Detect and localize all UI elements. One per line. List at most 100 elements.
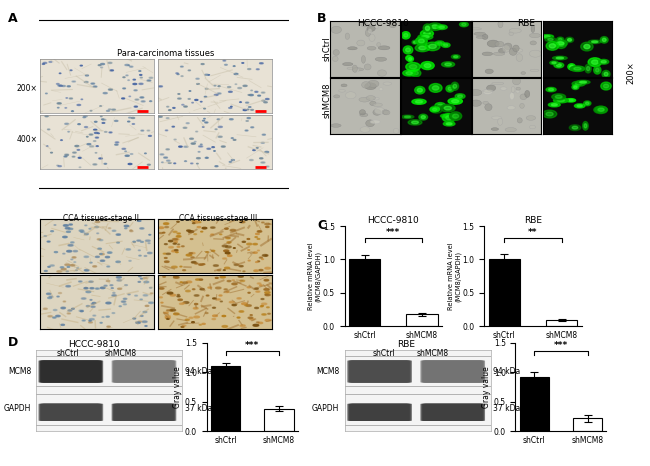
Ellipse shape	[264, 102, 267, 103]
Ellipse shape	[260, 285, 262, 286]
Ellipse shape	[482, 89, 493, 92]
Text: 37 kDa: 37 kDa	[185, 404, 212, 413]
Ellipse shape	[521, 72, 526, 75]
Ellipse shape	[339, 89, 345, 92]
Ellipse shape	[406, 62, 421, 71]
Ellipse shape	[159, 297, 162, 298]
Ellipse shape	[568, 99, 573, 101]
Ellipse shape	[94, 121, 97, 122]
Ellipse shape	[408, 57, 410, 59]
Ellipse shape	[69, 228, 73, 230]
Ellipse shape	[93, 86, 97, 87]
Ellipse shape	[266, 226, 269, 227]
FancyBboxPatch shape	[352, 404, 412, 421]
Ellipse shape	[147, 80, 151, 81]
Ellipse shape	[98, 239, 101, 240]
Ellipse shape	[170, 309, 176, 311]
Ellipse shape	[172, 126, 174, 127]
Ellipse shape	[553, 40, 567, 47]
Ellipse shape	[216, 299, 220, 300]
Ellipse shape	[170, 294, 176, 296]
Ellipse shape	[425, 42, 440, 51]
Ellipse shape	[592, 41, 598, 43]
Ellipse shape	[545, 37, 556, 41]
Ellipse shape	[205, 74, 209, 75]
Ellipse shape	[103, 93, 107, 94]
Ellipse shape	[90, 110, 92, 111]
Ellipse shape	[183, 127, 187, 128]
Ellipse shape	[112, 313, 114, 314]
Ellipse shape	[65, 123, 68, 124]
Ellipse shape	[72, 81, 75, 82]
Ellipse shape	[115, 144, 118, 145]
Ellipse shape	[332, 56, 338, 62]
Ellipse shape	[483, 90, 492, 95]
Ellipse shape	[452, 100, 459, 103]
Ellipse shape	[93, 315, 96, 316]
Y-axis label: Relative mRNA level
(MCM8/GAPDH): Relative mRNA level (MCM8/GAPDH)	[307, 242, 321, 310]
Ellipse shape	[215, 277, 218, 278]
FancyBboxPatch shape	[112, 404, 172, 421]
Ellipse shape	[558, 38, 562, 41]
Ellipse shape	[268, 313, 270, 314]
Ellipse shape	[447, 123, 452, 125]
Ellipse shape	[584, 44, 590, 49]
FancyBboxPatch shape	[352, 361, 412, 383]
Ellipse shape	[148, 252, 152, 254]
Ellipse shape	[99, 254, 104, 255]
Ellipse shape	[217, 93, 221, 94]
Ellipse shape	[96, 288, 99, 289]
Ellipse shape	[133, 123, 135, 124]
Ellipse shape	[192, 223, 195, 224]
Text: shMCM8: shMCM8	[322, 82, 332, 118]
Ellipse shape	[441, 114, 452, 118]
Ellipse shape	[248, 292, 250, 293]
Ellipse shape	[176, 236, 181, 237]
Ellipse shape	[229, 91, 232, 92]
Ellipse shape	[598, 108, 604, 111]
Ellipse shape	[332, 26, 341, 34]
Ellipse shape	[206, 252, 209, 253]
Ellipse shape	[367, 80, 379, 88]
Ellipse shape	[215, 129, 217, 130]
Ellipse shape	[145, 305, 149, 307]
Ellipse shape	[265, 255, 267, 256]
Ellipse shape	[570, 65, 573, 69]
Ellipse shape	[577, 80, 590, 84]
Ellipse shape	[247, 117, 250, 118]
Ellipse shape	[227, 255, 232, 256]
Ellipse shape	[139, 83, 143, 84]
FancyBboxPatch shape	[421, 404, 480, 421]
Ellipse shape	[262, 222, 264, 223]
Ellipse shape	[188, 231, 194, 233]
Ellipse shape	[222, 146, 225, 147]
FancyBboxPatch shape	[350, 404, 410, 421]
Ellipse shape	[189, 253, 192, 254]
Ellipse shape	[160, 154, 164, 155]
Ellipse shape	[410, 65, 417, 69]
Ellipse shape	[261, 303, 266, 305]
Ellipse shape	[242, 62, 244, 63]
Ellipse shape	[140, 278, 142, 279]
Ellipse shape	[602, 38, 606, 41]
Ellipse shape	[430, 107, 439, 112]
Ellipse shape	[237, 298, 241, 299]
Ellipse shape	[552, 94, 566, 100]
Ellipse shape	[220, 301, 222, 302]
Ellipse shape	[499, 48, 505, 53]
Ellipse shape	[106, 316, 109, 317]
Ellipse shape	[150, 77, 153, 78]
FancyBboxPatch shape	[40, 361, 99, 383]
Text: shCtrl: shCtrl	[322, 36, 332, 62]
Ellipse shape	[261, 92, 265, 93]
Ellipse shape	[254, 288, 258, 289]
Ellipse shape	[582, 122, 588, 130]
Ellipse shape	[552, 62, 556, 64]
FancyBboxPatch shape	[422, 404, 482, 421]
Ellipse shape	[164, 258, 167, 259]
Ellipse shape	[81, 65, 83, 66]
Ellipse shape	[84, 127, 88, 128]
Ellipse shape	[359, 110, 365, 115]
Y-axis label: Gray value: Gray value	[173, 366, 182, 408]
Text: Para-carcinoma tissues: Para-carcinoma tissues	[117, 49, 214, 58]
